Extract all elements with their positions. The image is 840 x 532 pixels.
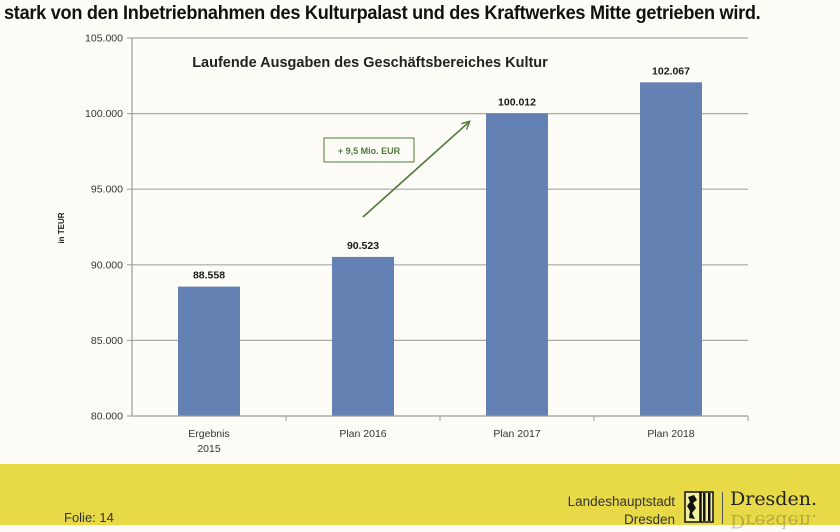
bar-chart: 88.558 90.523 100.012 102.067 80.000 85.000 9… (57, 33, 749, 455)
bar (486, 113, 548, 417)
footer-band: Folie: 14 Landeshauptstadt Dresden Dresd… (0, 464, 840, 532)
x-tick-label: Plan 2018 (647, 428, 694, 440)
data-label: 100.012 (498, 96, 536, 108)
y-tick-label: 95.000 (91, 184, 123, 196)
logo-wordmark: Dresden. (730, 488, 817, 510)
axes: 80.000 85.000 90.000 95.000 100.000 105.000 Er… (85, 33, 749, 455)
x-tick-label: Ergebnis (188, 428, 229, 440)
chart-title: Laufende Ausgaben des Geschäftsbereiches… (192, 55, 548, 71)
annotation: + 9,5 Mio. EUR (323, 122, 469, 218)
bar (640, 82, 702, 417)
y-tick-label: 100.000 (85, 108, 123, 120)
logo-wordmark-reflection: Dresden. (730, 510, 817, 532)
y-tick-label: 80.000 (91, 411, 123, 423)
bars: 88.558 90.523 100.012 102.067 (178, 65, 702, 417)
org-line-2: Dresden (623, 512, 675, 527)
data-label: 102.067 (652, 65, 690, 77)
y-tick-label: 85.000 (91, 335, 123, 347)
x-tick-label: Plan 2016 (339, 428, 386, 440)
annotation-label: + 9,5 Mio. EUR (338, 146, 401, 156)
x-tick-label: Plan 2017 (493, 428, 540, 440)
slide-number: Folie: 14 (64, 510, 114, 525)
slide-headline: stark von den Inbetriebnahmen des Kultur… (4, 2, 761, 24)
org-name: Landeshauptstadt Dresden (555, 493, 675, 529)
data-label: 90.523 (347, 240, 379, 252)
logo-separator (722, 492, 723, 524)
dresden-crest-icon (684, 491, 714, 523)
y-tick-label: 90.000 (91, 259, 123, 271)
annotation-box (323, 137, 415, 163)
bar (178, 286, 240, 416)
y-axis-label: in TEUR (57, 212, 66, 243)
trend-arrow (362, 122, 469, 218)
x-tick-label: 2015 (197, 443, 221, 455)
org-line-1: Landeshauptstadt (567, 494, 675, 509)
bar (332, 256, 394, 416)
data-label: 88.558 (193, 270, 225, 282)
y-tick-label: 105.000 (85, 33, 123, 45)
